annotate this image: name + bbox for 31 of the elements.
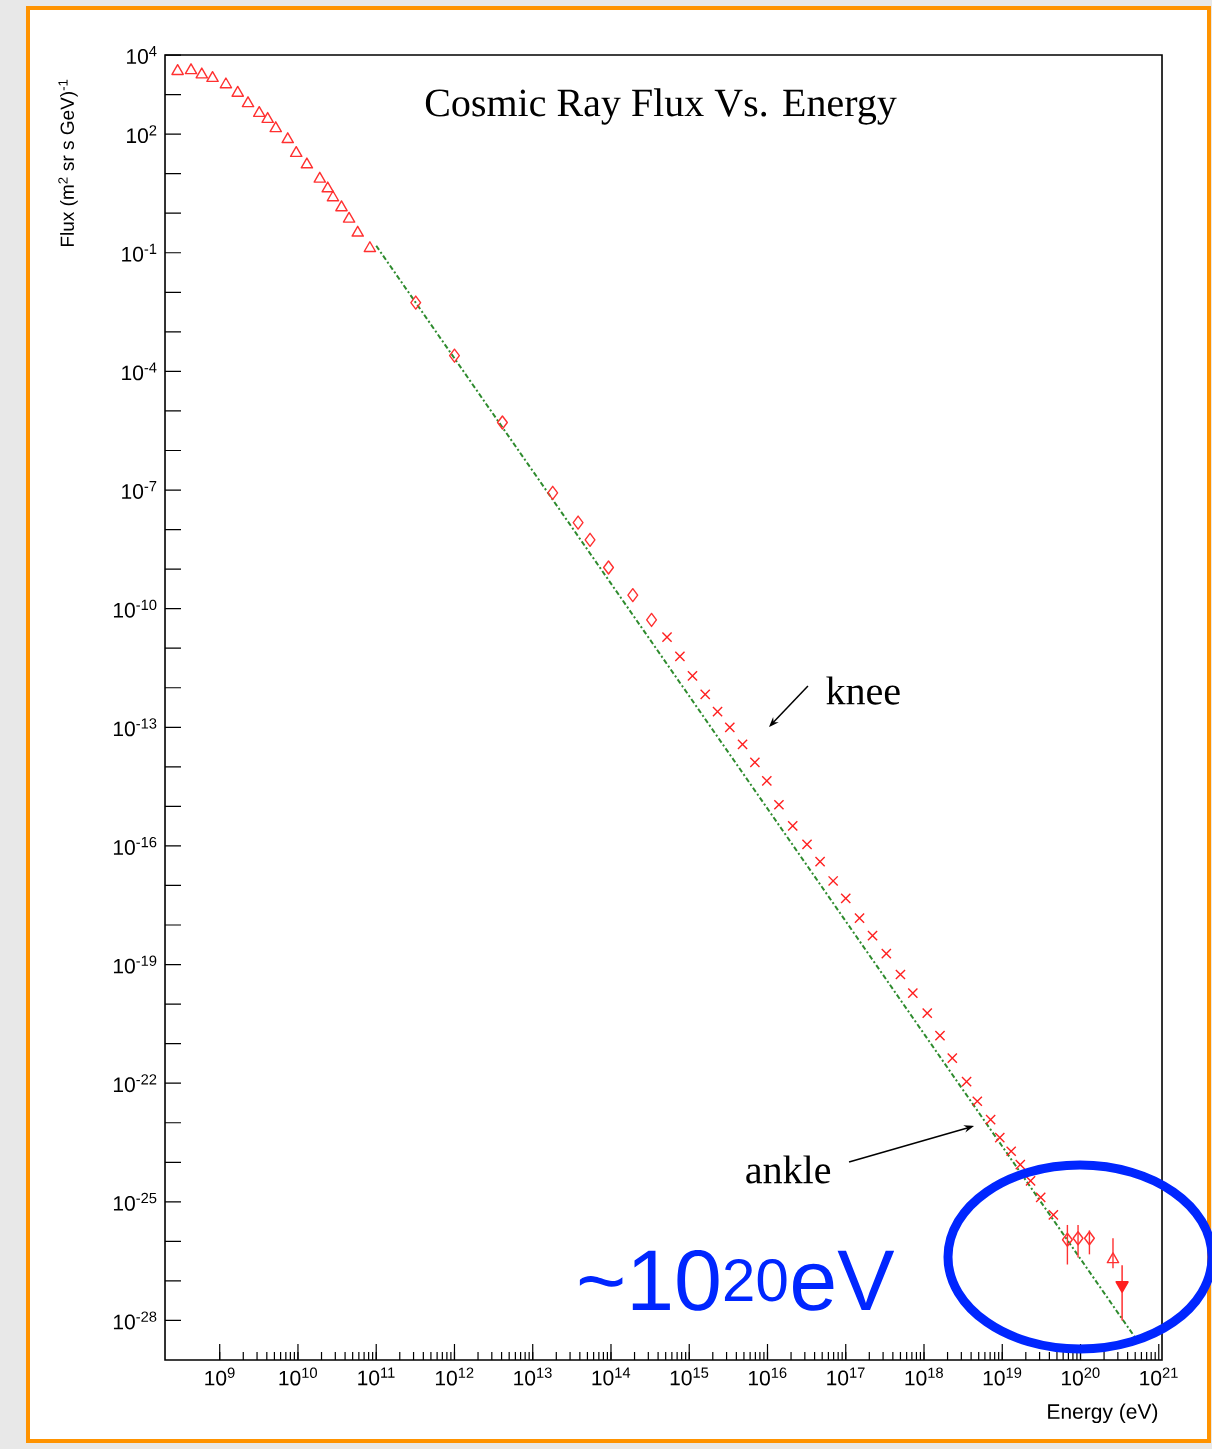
x-tick-label: 10$^{12}$ xyxy=(435,1367,474,1386)
y-tick-label: 10$^{4}$ xyxy=(127,46,157,64)
text: Cosmic Ray Flux Vs. Energy xyxy=(425,88,897,125)
x-tick-label: 10$^{20}$ xyxy=(1062,1367,1100,1386)
y-tick-label: 10$^{-19}$ xyxy=(113,955,157,974)
y-tick-label: 10$^{-22}$ xyxy=(113,1074,157,1093)
y-axis-title: Flux (m$^{2}$ sr s GeV)$^{-1}$ xyxy=(58,79,78,247)
x-tick-label: 10$^{19}$ xyxy=(983,1367,1022,1386)
y-tick-label: 10$^{-7}$ xyxy=(122,481,157,499)
y-tick-label: 10$^{2}$ xyxy=(127,125,157,144)
x-tick-label: 10$^{14}$ xyxy=(592,1367,631,1386)
y-tick-label: 10$^{-28}$ xyxy=(113,1311,157,1330)
annotation: ankle xyxy=(746,1155,831,1184)
x-axis-title: Energy (eV) xyxy=(1048,1403,1158,1424)
y-tick-label: 10$^{-10}$ xyxy=(113,599,157,618)
x-tick-label: 10$^{17}$ xyxy=(827,1367,865,1386)
x-tick-label: 10$^{11}$ xyxy=(358,1367,395,1386)
y-tick-label: 10$^{-13}$ xyxy=(113,718,157,737)
x-tick-label: 10$^{21}$ xyxy=(1140,1367,1178,1386)
y-tick-label: 10$^{-1}$ xyxy=(122,243,157,262)
x-tick-label: 10$^{9}$ xyxy=(205,1367,235,1386)
annotation: knee xyxy=(826,676,900,705)
x-tick-label: 10$^{13}$ xyxy=(514,1367,552,1386)
annotation: ~10$^{20}$eV xyxy=(579,1249,895,1311)
x-tick-label: 10$^{18}$ xyxy=(905,1367,943,1386)
y-tick-label: 10$^{-16}$ xyxy=(113,836,157,855)
y-tick-label: 10$^{-4}$ xyxy=(122,362,157,381)
x-tick-label: 10$^{16}$ xyxy=(748,1367,787,1386)
y-tick-label: 10$^{-25}$ xyxy=(113,1192,157,1211)
x-tick-label: 10$^{10}$ xyxy=(279,1367,317,1386)
x-tick-label: 10$^{15}$ xyxy=(670,1367,709,1386)
